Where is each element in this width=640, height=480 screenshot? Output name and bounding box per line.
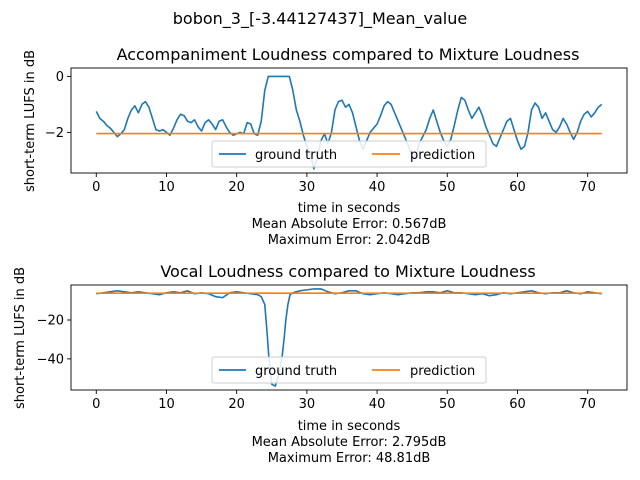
x-tick-label: 30 — [299, 180, 316, 195]
legend-label-prediction: prediction — [410, 364, 475, 379]
x-tick-label: 10 — [158, 180, 175, 195]
x-tick-label: 0 — [92, 180, 100, 195]
plot-title: Accompaniment Loudness compared to Mixtu… — [117, 45, 580, 64]
x-axis-label: time in seconds — [298, 419, 401, 434]
figure-suptitle: bobon_3_[-3.44127437]_Mean_value — [173, 9, 467, 29]
plot-title: Vocal Loudness compared to Mixture Loudn… — [160, 262, 535, 281]
legend: ground truth prediction — [211, 140, 487, 168]
x-tick-label: 60 — [509, 397, 526, 412]
vocal-plot: Vocal Loudness compared to Mixture Loudn… — [13, 262, 628, 466]
y-tick-label: −2 — [45, 126, 64, 141]
legend-box — [211, 140, 487, 168]
legend-label-prediction: prediction — [410, 148, 475, 163]
y-axis: 0 −2 — [45, 70, 71, 141]
x-axis: 0 10 20 30 40 50 60 70 — [92, 173, 596, 195]
maximum-error-text: Maximum Error: 2.042dB — [268, 233, 431, 248]
x-tick-label: 10 — [158, 397, 175, 412]
mean-absolute-error-text: Mean Absolute Error: 0.567dB — [252, 217, 447, 232]
x-tick-label: 50 — [439, 180, 456, 195]
y-axis: −20 −40 — [37, 314, 71, 367]
x-tick-label: 20 — [228, 397, 245, 412]
x-axis-label: time in seconds — [298, 201, 401, 216]
x-tick-label: 0 — [92, 397, 100, 412]
x-tick-label: 30 — [299, 397, 316, 412]
x-tick-label: 50 — [439, 397, 456, 412]
x-tick-label: 40 — [369, 397, 386, 412]
x-axis: 0 10 20 30 40 50 60 70 — [92, 390, 596, 412]
x-tick-label: 40 — [369, 180, 386, 195]
y-tick-label: −20 — [37, 314, 64, 329]
x-tick-label: 70 — [579, 180, 596, 195]
y-tick-label: 0 — [56, 70, 64, 85]
series-line-ground-truth — [95, 75, 603, 170]
x-tick-label: 60 — [509, 180, 526, 195]
x-tick-label: 20 — [228, 180, 245, 195]
legend-label-ground-truth: ground truth — [255, 148, 337, 163]
y-tick-label: −40 — [37, 352, 64, 367]
legend: ground truth prediction — [211, 356, 487, 384]
accompaniment-plot: Accompaniment Loudness compared to Mixtu… — [23, 45, 628, 248]
y-axis-label: short-term LUFS in dB — [23, 50, 38, 192]
x-tick-label: 70 — [579, 397, 596, 412]
legend-label-ground-truth: ground truth — [255, 364, 337, 379]
legend-box — [211, 356, 487, 384]
plot-frame — [70, 67, 628, 174]
y-axis-label: short-term LUFS in dB — [13, 267, 28, 409]
mean-absolute-error-text: Mean Absolute Error: 2.795dB — [252, 435, 447, 450]
maximum-error-text: Maximum Error: 48.81dB — [268, 451, 431, 466]
plot-frame — [70, 284, 628, 391]
